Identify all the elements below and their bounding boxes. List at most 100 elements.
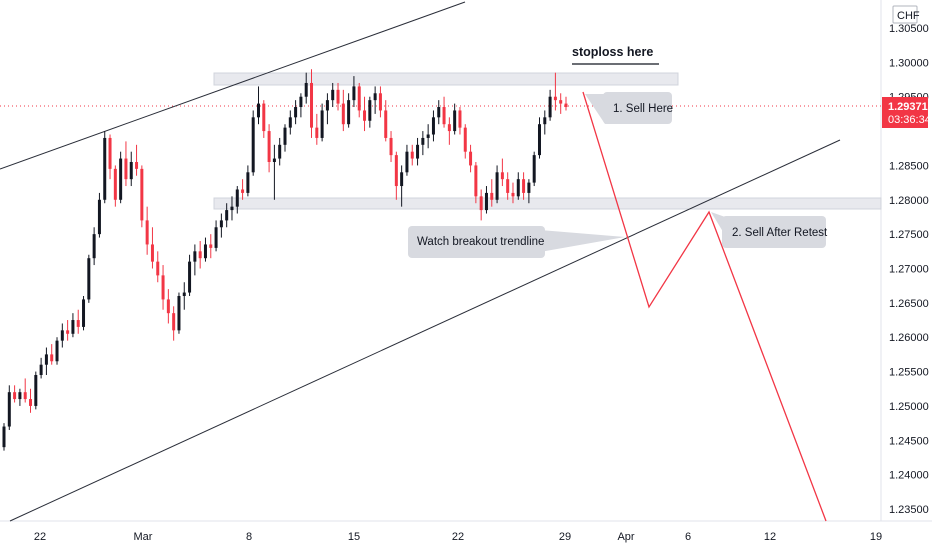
projection-path[interactable] [582,91,827,522]
candle-body [34,375,38,406]
candle [347,93,351,128]
candle [389,131,393,162]
candle [278,137,282,166]
candle-body [182,292,186,296]
candle-body [172,313,176,331]
candle [559,93,563,114]
candle [474,161,478,204]
candle [198,241,202,269]
candle-body [7,392,11,427]
candle [230,196,234,221]
candle [251,110,255,176]
price-tick-label: 1.26500 [889,298,929,310]
candle-body [336,89,340,104]
candle [537,117,541,159]
candle [7,385,11,430]
candle [532,151,536,187]
candle-body [564,103,568,108]
candle-body [39,364,43,376]
candle [394,151,398,200]
candle-body [251,117,255,173]
callout-sell-here[interactable]: 1. Sell Here [585,92,673,124]
candle-body [484,192,488,211]
currency-badge[interactable]: CHF [892,5,920,24]
candle [113,165,117,207]
candle [182,282,186,310]
support-zone[interactable] [213,197,882,210]
candle-body [506,179,510,193]
candle-body [341,103,345,125]
candle [82,295,86,331]
candle-body [368,100,372,121]
candle-body [553,96,557,101]
candle-body [225,210,229,221]
candle-body [113,168,117,200]
candle-body [543,117,547,125]
candle [150,227,154,269]
channel-lower-trendline[interactable] [9,139,841,522]
candle [357,82,361,118]
candle-body [203,244,207,259]
candle [214,220,218,252]
candle-body [421,137,425,145]
candle [256,86,260,125]
candle [140,165,144,228]
candle [241,179,245,200]
candle-body [166,299,170,314]
candle [103,131,107,204]
price-tag-box [882,97,928,128]
candle-body [108,137,112,169]
candle-body [389,137,393,156]
candle-body [209,244,213,248]
candle-body [384,110,388,138]
candle [447,117,451,145]
candle [124,141,128,187]
candle-body [363,110,367,121]
channel-upper-trendline[interactable] [0,1,466,170]
callout-watch-breakout[interactable]: Watch breakout trendline [408,226,625,258]
candle [431,110,435,142]
candle [262,100,266,138]
current-price-tag: 1.29371 03:36:34 [882,97,931,128]
candle [410,144,414,166]
candle [522,172,526,200]
time-axis[interactable]: 22 Mar 8 15 22 29 Apr 6 12 19 [34,531,882,543]
price-axis[interactable]: 1.305001.300001.295001.285001.280001.275… [889,23,929,516]
price-tick-label: 1.26000 [889,332,929,344]
price-tick-label: 1.25000 [889,401,929,413]
callout-sell-retest[interactable]: 2. Sell After Retest [711,212,828,248]
candle-body [437,107,441,118]
candle-body [262,103,266,132]
candle-body [29,399,33,406]
candle-body [495,172,499,200]
candle-body [278,144,282,159]
candle-body [373,93,377,101]
candle [506,172,510,200]
candle-body [214,227,218,248]
candle-body [479,196,483,211]
time-tick-label: 6 [685,531,691,543]
candle [304,72,308,104]
candle [341,89,345,132]
candle [315,113,319,145]
candle [378,86,382,118]
candle-body [490,192,494,200]
resistance-zone[interactable] [213,72,679,86]
callout-text: Watch breakout trendline [417,236,544,248]
candle-body [463,127,467,152]
candle-body [60,330,64,341]
candle [267,124,271,173]
stoploss-label: stoploss here [572,45,653,59]
time-tick-label: 29 [559,531,571,543]
candle [272,144,276,200]
candle-body [500,172,504,180]
candle-body [156,261,160,276]
candle-body [18,392,22,400]
candlesticks [2,69,568,451]
candle [479,189,483,221]
candle [13,385,17,403]
candle-body [522,179,526,193]
candle-body [188,261,192,293]
time-tick-label: 22 [34,531,46,543]
